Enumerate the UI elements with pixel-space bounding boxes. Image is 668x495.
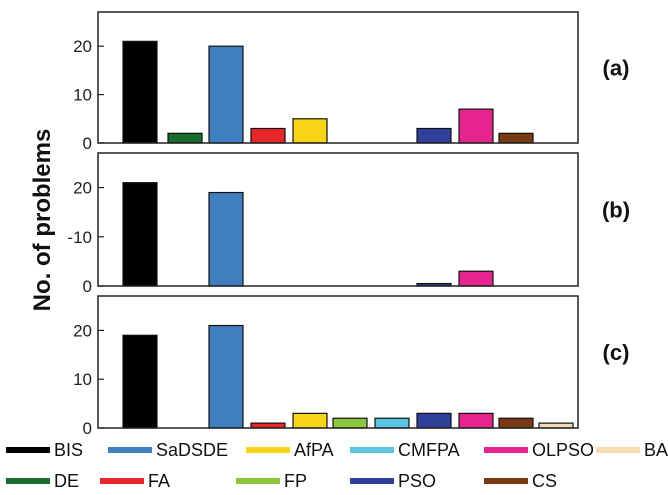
y-tick-label: 0 (83, 277, 92, 296)
legend-label: DE (54, 471, 79, 491)
legend-item-sadsde: SaDSDE (108, 440, 228, 460)
panel-frame (97, 11, 579, 144)
y-tick-label: 10 (73, 86, 92, 105)
legend-swatch (246, 447, 290, 453)
y-tick-label: 10 (73, 370, 92, 389)
legend-label: BA (644, 440, 668, 460)
bar-fp (332, 417, 368, 429)
panel-frame (97, 295, 579, 429)
bar-sadsde (208, 191, 244, 287)
legend-label: PSO (398, 471, 436, 491)
bar-pso (416, 127, 452, 144)
bar-olpso (458, 270, 494, 287)
bar-cs (498, 417, 534, 429)
legend-swatch (484, 447, 528, 453)
legend-swatch (6, 478, 50, 484)
bar-afpa (292, 118, 328, 144)
bar-de (167, 132, 203, 144)
legend-swatch (6, 447, 50, 453)
panel-label: (a) (603, 56, 630, 81)
panel-2: 0 -10 20 (b) (67, 152, 630, 296)
bar-sadsde (208, 45, 244, 144)
legend-item-cs: CS (484, 471, 557, 491)
legend-item-fa: FA (100, 471, 170, 491)
bar-bis (122, 40, 158, 144)
legend-swatch (484, 478, 528, 484)
bar-olpso (458, 108, 494, 144)
bar-bis (122, 182, 158, 287)
legend-label: SaDSDE (156, 440, 228, 460)
panel-1: 0 10 20 (a) (73, 11, 630, 153)
legend-item-ba: BA (596, 440, 668, 460)
bar-sadsde (208, 324, 244, 429)
bar-pso (416, 412, 452, 429)
bar-bis (122, 334, 158, 429)
legend-item-fp: FP (236, 471, 307, 491)
bar-afpa (292, 412, 328, 429)
legend-item-pso: PSO (350, 471, 436, 491)
legend-label: CS (532, 471, 557, 491)
y-tick-label: -10 (67, 228, 92, 247)
legend-swatch (350, 447, 394, 453)
y-tick-label: 20 (73, 179, 92, 198)
y-axis-label: No. of problems (29, 129, 56, 312)
y-tick-label: 0 (83, 134, 92, 153)
legend-swatch (350, 478, 394, 484)
panel-label: (b) (602, 198, 630, 223)
legend-label: AfPA (294, 440, 334, 460)
legend-item-de: DE (6, 471, 79, 491)
legend-label: FA (148, 471, 170, 491)
bar-fa (250, 127, 286, 144)
legend-item-bis: BIS (6, 440, 83, 460)
panel-3: 0 10 20 (c) (73, 295, 630, 438)
chart-legend: BIS SaDSDE AfPA CMFPA OLPSO BA DE FA FP PSO CS (6, 440, 668, 491)
legend-swatch (108, 447, 152, 453)
legend-label: CMFPA (398, 440, 460, 460)
chart-panels: 0 10 20 (a) 0 -10 20 (b) 0 10 20 (c) (67, 11, 630, 438)
legend-swatch (236, 478, 280, 484)
bar-olpso (458, 412, 494, 429)
legend-label: BIS (54, 440, 83, 460)
panel-label: (c) (603, 340, 630, 365)
y-tick-label: 20 (73, 37, 92, 56)
legend-label: OLPSO (532, 440, 594, 460)
legend-swatch (100, 478, 144, 484)
legend-label: FP (284, 471, 307, 491)
bar-cmfpa (374, 417, 410, 429)
y-tick-label: 0 (83, 419, 92, 438)
legend-item-cmfpa: CMFPA (350, 440, 460, 460)
panel-frame (97, 152, 579, 287)
legend-item-afpa: AfPA (246, 440, 334, 460)
legend-swatch (596, 447, 640, 453)
legend-item-olpso: OLPSO (484, 440, 594, 460)
y-tick-label: 20 (73, 321, 92, 340)
bar-cs (498, 132, 534, 144)
